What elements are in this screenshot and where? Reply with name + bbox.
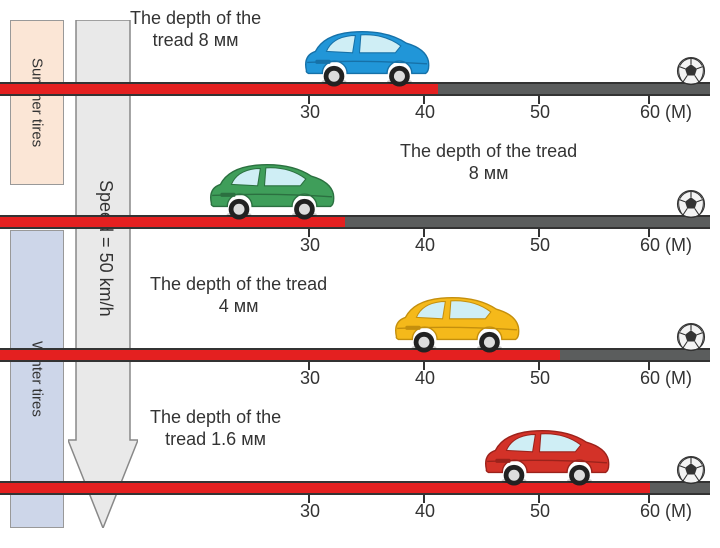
- tick-label: 40: [415, 102, 435, 123]
- tick-label: 60 (М): [640, 235, 692, 256]
- tick-label: 60 (М): [640, 102, 692, 123]
- tick-label: 30: [300, 368, 320, 389]
- row-2: The depth of the tread4 мм 30 40 50 60 (М): [0, 268, 720, 403]
- tick-label: 60 (М): [640, 368, 692, 389]
- track: [0, 348, 710, 362]
- row-0: The depth of thetread 8 мм 30 40 50 60 (М): [0, 2, 720, 137]
- car-icon: [290, 28, 440, 90]
- tick-label: 50: [530, 235, 550, 256]
- car-icon: [380, 294, 530, 356]
- tick-label: 60 (М): [640, 501, 692, 522]
- tick-label: 30: [300, 501, 320, 522]
- tick-label: 40: [415, 368, 435, 389]
- tick-label: 40: [415, 501, 435, 522]
- tread-label: The depth of the tread4 мм: [150, 274, 327, 317]
- tick-label: 30: [300, 102, 320, 123]
- track: [0, 215, 710, 229]
- tick-label: 30: [300, 235, 320, 256]
- car-icon: [195, 161, 345, 223]
- soccer-ball-icon: [676, 189, 706, 219]
- tick-label: 40: [415, 235, 435, 256]
- tread-label: The depth of thetread 1.6 мм: [150, 407, 281, 450]
- soccer-ball-icon: [676, 56, 706, 86]
- diagram-rows: The depth of thetread 8 мм 30 40 50 60 (М) T…: [0, 0, 720, 548]
- soccer-ball-icon: [676, 322, 706, 352]
- tick-label: 50: [530, 368, 550, 389]
- track-remaining: [438, 82, 710, 96]
- tick-label: 50: [530, 102, 550, 123]
- tread-label: The depth of thetread 8 мм: [130, 8, 261, 51]
- tread-label: The depth of the tread8 мм: [400, 141, 577, 184]
- soccer-ball-icon: [676, 455, 706, 485]
- track-remaining: [345, 215, 710, 229]
- car-icon: [470, 427, 620, 489]
- tick-label: 50: [530, 501, 550, 522]
- row-1: The depth of the tread8 мм 30 40 50 60 (М): [0, 135, 720, 270]
- row-3: The depth of thetread 1.6 мм 30 40 50 60 (М): [0, 401, 720, 536]
